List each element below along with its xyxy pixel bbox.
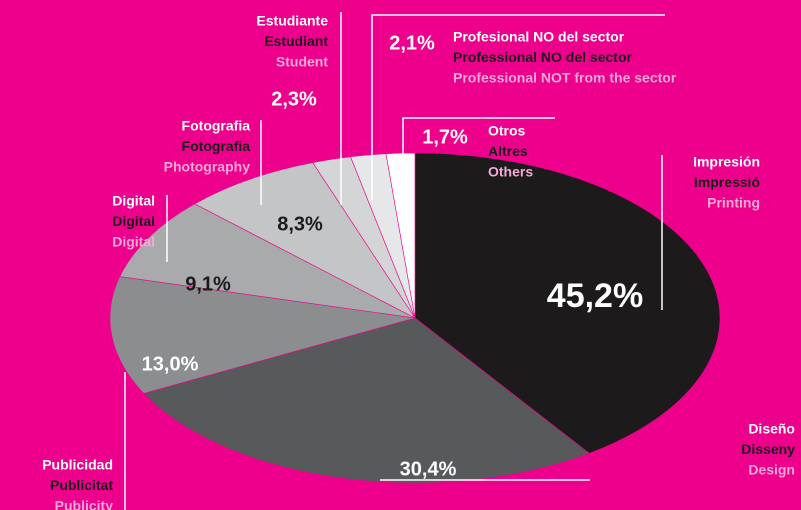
value-label: 45,2% xyxy=(547,277,643,315)
value-label: 1,7% xyxy=(422,126,468,148)
pie-slice xyxy=(385,152,416,319)
leader-line xyxy=(371,14,665,200)
category-label-en: Others xyxy=(488,164,533,180)
category-label-en: Printing xyxy=(707,195,760,211)
category-label-ca: Publicitat xyxy=(50,477,113,493)
category-label-ca: Estudiant xyxy=(264,33,328,49)
value-label: 30,4% xyxy=(400,458,457,480)
category-label-en: Digital xyxy=(112,234,155,250)
pie-slice xyxy=(119,203,416,319)
leader-lines xyxy=(124,12,665,510)
value-label: 8,3% xyxy=(277,213,323,235)
category-label-ca: Altres xyxy=(488,143,528,159)
category-label: Otros xyxy=(488,123,526,139)
category-label-en: Student xyxy=(276,54,328,70)
pie-slice xyxy=(414,152,721,454)
category-label-ca: Professional NO del sector xyxy=(453,49,632,65)
value-label: 2,3% xyxy=(271,88,317,110)
category-label: Publicidad xyxy=(42,457,113,473)
slices xyxy=(109,152,721,484)
leader-line xyxy=(402,117,555,190)
category-label: Estudiante xyxy=(256,13,328,29)
category-label: Digital xyxy=(112,193,155,209)
value-label: 13,0% xyxy=(142,353,199,375)
pie-slice xyxy=(109,276,416,394)
category-label-en: Design xyxy=(748,462,795,478)
category-label-en: Photography xyxy=(164,159,251,175)
category-label: Diseño xyxy=(748,421,795,437)
category-label: Impresión xyxy=(693,154,760,170)
pie-slice xyxy=(194,162,416,319)
category-label-ca: Digital xyxy=(112,213,155,229)
category-label-en: Professional NOT from the sector xyxy=(453,70,677,86)
value-label: 9,1% xyxy=(185,273,231,295)
category-label-ca: Fotografia xyxy=(182,138,251,154)
value-label: 2,1% xyxy=(389,32,435,54)
category-label-ca: Disseny xyxy=(741,441,795,457)
category-label-ca: Impressió xyxy=(694,174,760,190)
pie-slice xyxy=(143,317,590,484)
category-label: Fotografia xyxy=(182,118,251,134)
category-label-en: Publicity xyxy=(55,498,114,510)
category-label: Profesional NO del sector xyxy=(453,29,625,45)
